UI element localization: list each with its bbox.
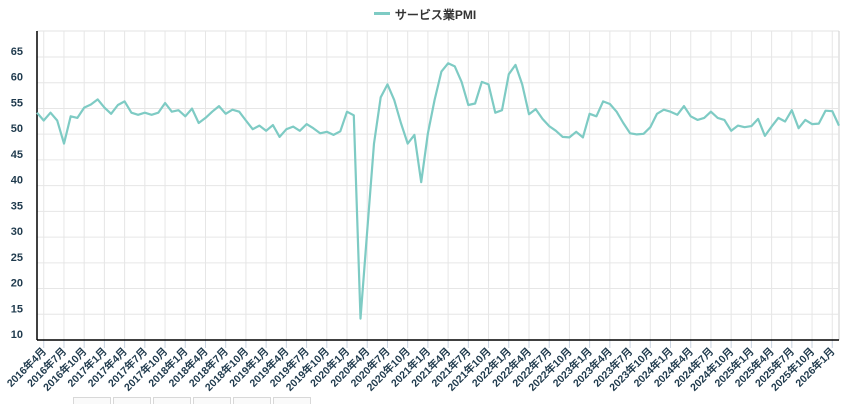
y-tick-label: 60 bbox=[11, 72, 23, 84]
y-tick-label: 25 bbox=[11, 252, 23, 264]
y-tick-label: 20 bbox=[11, 278, 23, 290]
series-line[interactable] bbox=[36, 62, 840, 320]
y-tick-label: 40 bbox=[11, 175, 23, 187]
legend-label: サービス業PMI bbox=[394, 8, 477, 22]
chart-legend[interactable]: サービス業PMI bbox=[0, 6, 850, 23]
y-tick-label: 30 bbox=[11, 226, 23, 238]
legend-swatch-icon bbox=[373, 12, 390, 15]
y-tick-label: 35 bbox=[11, 200, 23, 212]
y-tick-label: 10 bbox=[11, 329, 23, 341]
bottom-scroll-stub bbox=[73, 397, 313, 404]
y-axis: 10 15 20 25 30 35 40 45 50 55 60 65 bbox=[11, 46, 23, 341]
grid-lines bbox=[37, 30, 840, 340]
x-axis: 2016年4月2016年7月2016年10月2017年1月2017年4月2017… bbox=[4, 31, 839, 394]
y-tick-label: 65 bbox=[11, 46, 23, 58]
y-tick-label: 50 bbox=[11, 123, 23, 135]
y-tick-label: 45 bbox=[11, 149, 23, 161]
y-tick-label: 15 bbox=[11, 303, 23, 315]
y-tick-label: 55 bbox=[11, 97, 23, 109]
